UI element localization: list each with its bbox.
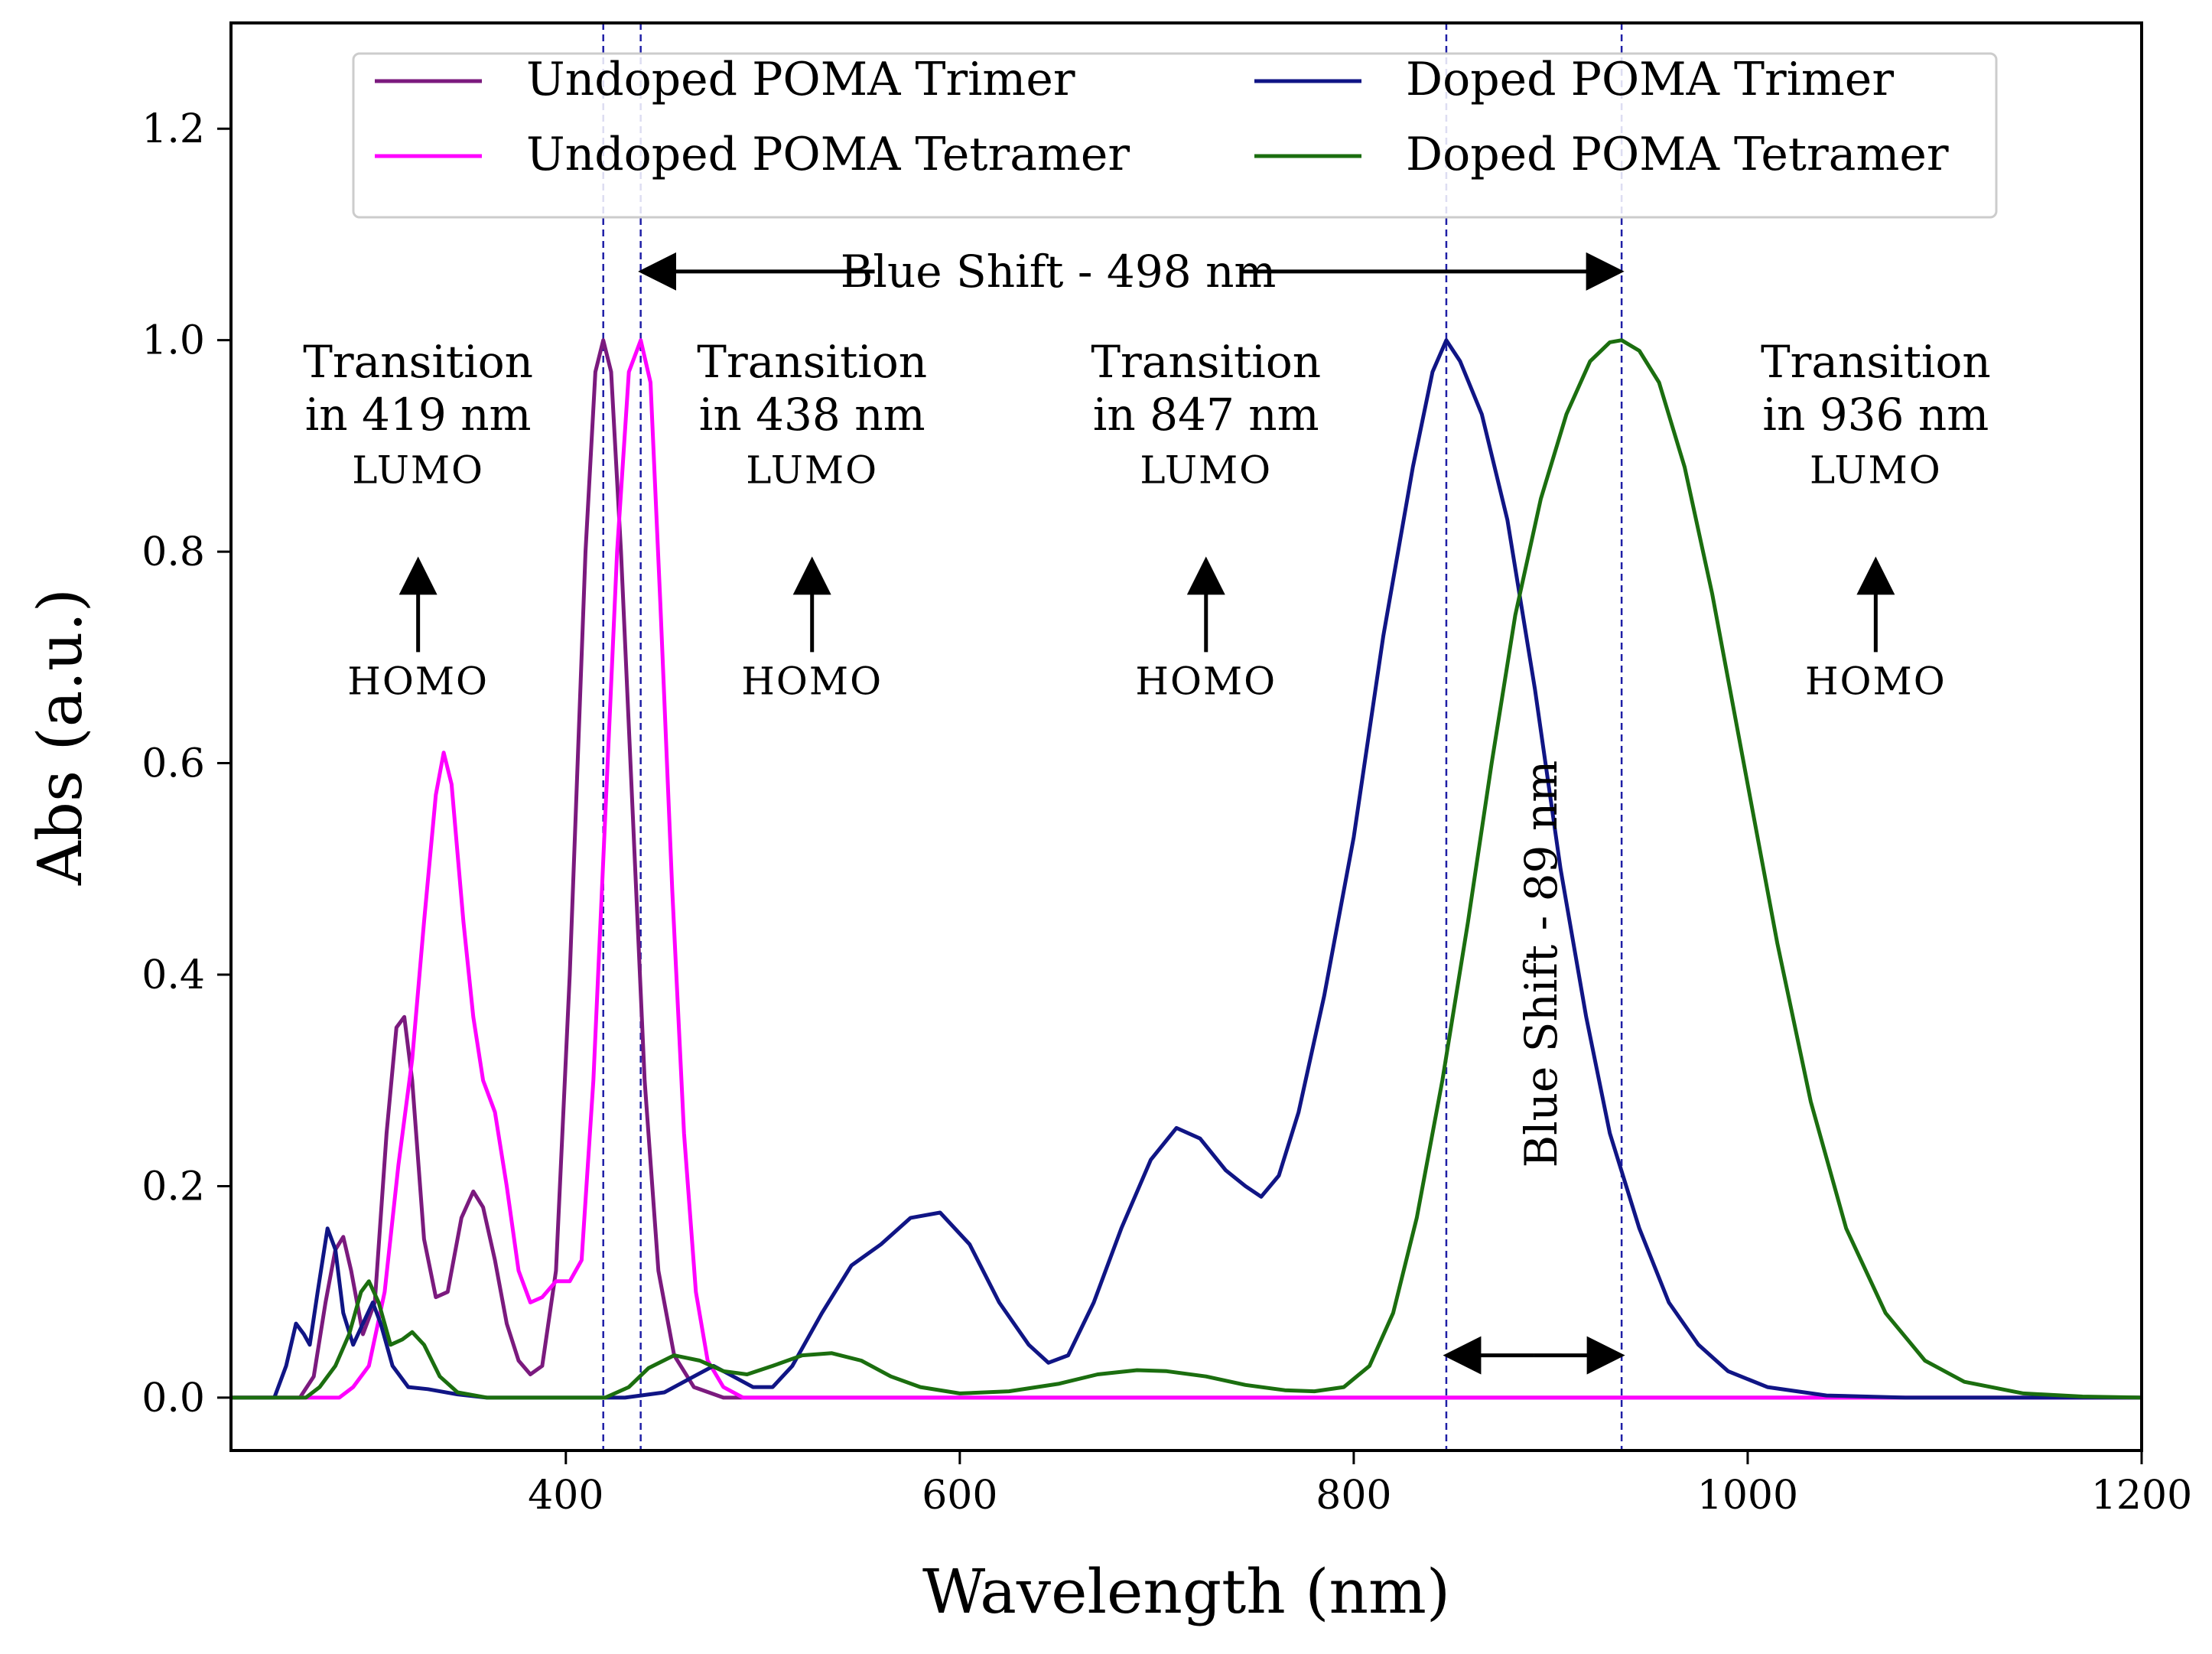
annotation-homo: HOMO <box>347 659 489 704</box>
x-tick-label: 400 <box>528 1473 603 1519</box>
x-tick-label: 1200 <box>2091 1473 2192 1519</box>
y-tick-label: 0.4 <box>142 952 205 998</box>
annotation-homo: HOMO <box>1135 659 1277 704</box>
y-tick-label: 1.2 <box>142 106 205 152</box>
annotation-title: Transition <box>1761 336 1991 388</box>
annotation-wavelength: in 847 nm <box>1093 389 1319 441</box>
x-tick-label: 600 <box>922 1473 997 1519</box>
reference-lines <box>602 23 1623 1451</box>
series-line <box>231 338 2142 1400</box>
annotation-lumo: LUMO <box>1810 448 1942 492</box>
y-tick-label: 0.2 <box>142 1164 205 1210</box>
legend: Undoped POMA Trimer Undoped POMA Tetramer… <box>352 52 1998 219</box>
y-axis-ticks: 0.0 0.2 0.4 0.6 0.8 1.0 1.2 <box>142 106 231 1421</box>
annotation-wavelength: in 438 nm <box>699 389 925 441</box>
series-line <box>231 338 2142 1400</box>
annotation-wavelength: in 419 nm <box>305 389 532 441</box>
legend-label: Doped POMA Tetramer <box>1406 128 1949 181</box>
y-tick-label: 0.6 <box>142 741 205 787</box>
annotation-lumo: LUMO <box>746 448 878 492</box>
annotation-homo: HOMO <box>741 659 883 704</box>
x-axis-ticks: 400 600 800 1000 1200 <box>528 1451 2192 1519</box>
y-tick-label: 1.0 <box>142 318 205 364</box>
series-line <box>231 338 2142 1400</box>
legend-box <box>352 52 1998 219</box>
blue-shift-label: Blue Shift - 498 nm <box>841 246 1277 298</box>
y-axis-title: Abs (a.u.) <box>24 588 96 886</box>
x-axis-title: Wavelength (nm) <box>922 1556 1450 1627</box>
x-tick-label: 800 <box>1316 1473 1391 1519</box>
blue-shift-layer: Blue Shift - 498 nm Blue Shift - 89 nm <box>638 246 1625 1375</box>
annotation-wavelength: in 936 nm <box>1762 389 1989 441</box>
annotation-lumo: LUMO <box>1140 448 1272 492</box>
series-line <box>231 338 2142 1400</box>
legend-label: Doped POMA Trimer <box>1406 53 1894 106</box>
y-tick-label: 0.0 <box>142 1376 205 1421</box>
legend-label: Undoped POMA Tetramer <box>526 128 1130 181</box>
blue-shift-label: Blue Shift - 89 nm <box>1515 760 1567 1168</box>
annotation-title: Transition <box>697 336 927 388</box>
annotation-title: Transition <box>1091 336 1321 388</box>
legend-label: Undoped POMA Trimer <box>526 53 1075 106</box>
y-tick-label: 0.8 <box>142 529 205 575</box>
annotation-lumo: LUMO <box>352 448 484 492</box>
series-layer <box>231 338 2142 1400</box>
annotation-homo: HOMO <box>1805 659 1947 704</box>
plot-frame <box>229 21 2143 1452</box>
annotation-title: Transition <box>303 336 533 388</box>
x-tick-label: 1000 <box>1697 1473 1798 1519</box>
